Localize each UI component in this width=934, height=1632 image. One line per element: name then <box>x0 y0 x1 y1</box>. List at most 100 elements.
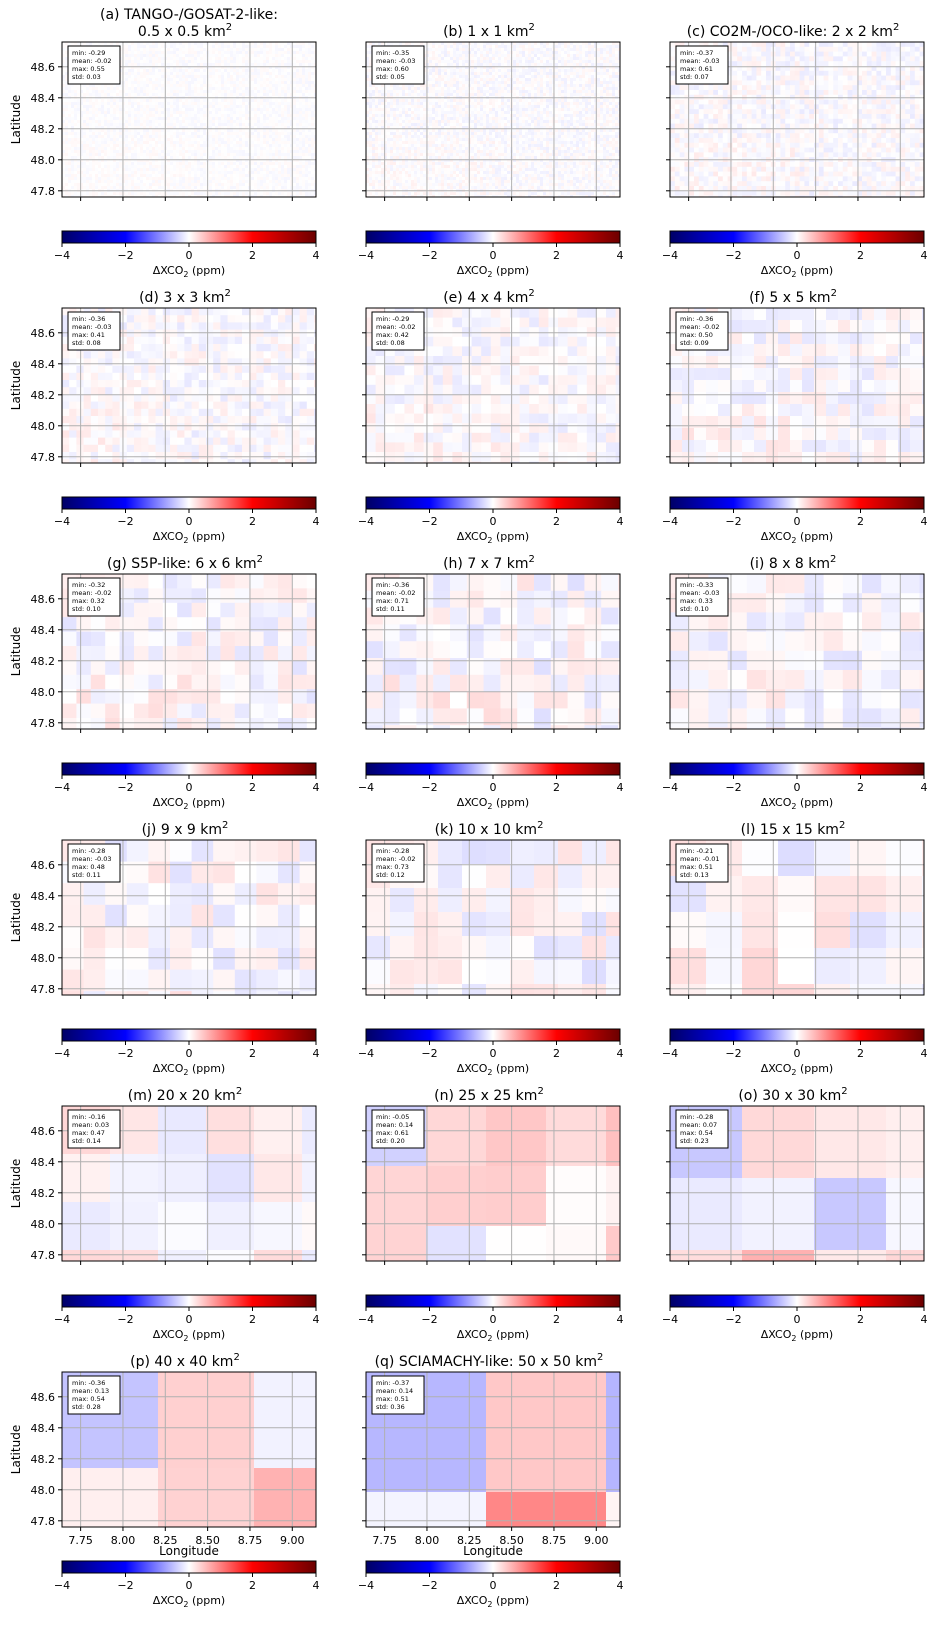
heatmap-cell <box>155 162 159 166</box>
heatmap-cell <box>269 153 273 157</box>
heatmap-cell <box>224 102 228 106</box>
heatmap-cell <box>209 186 213 190</box>
heatmap-cell <box>179 183 183 187</box>
heatmap-cell <box>314 117 316 121</box>
heatmap-cell <box>504 51 508 55</box>
heatmap-cell <box>308 102 312 106</box>
heatmap-cell <box>158 108 162 112</box>
heatmap-cell <box>579 48 583 52</box>
heatmap-cell <box>197 138 201 142</box>
heatmap-cell <box>245 111 249 115</box>
heatmap-cell <box>236 108 240 112</box>
heatmap-cell <box>290 108 294 112</box>
heatmap-cell <box>86 99 90 103</box>
heatmap-cell <box>314 153 316 157</box>
heatmap-cell <box>296 174 300 178</box>
heatmap-cell <box>200 102 204 106</box>
heatmap-cell <box>104 120 108 124</box>
heatmap-cell <box>98 192 102 196</box>
heatmap-cell <box>305 156 309 160</box>
heatmap-cell <box>161 171 165 175</box>
heatmap-cell <box>122 159 126 163</box>
heatmap-cell <box>218 57 222 61</box>
heatmap-cell <box>266 174 270 178</box>
heatmap-cell <box>77 192 81 196</box>
heatmap-cell <box>588 42 592 46</box>
heatmap-cell <box>224 141 228 145</box>
heatmap-cell <box>161 102 165 106</box>
heatmap-cell <box>293 60 297 64</box>
heatmap-cell <box>128 195 132 197</box>
heatmap-cell <box>170 90 174 94</box>
heatmap-cell <box>254 60 258 64</box>
heatmap-cell <box>161 57 165 61</box>
heatmap-cell <box>221 108 225 112</box>
heatmap-cell <box>98 141 102 145</box>
heatmap-cell <box>254 90 258 94</box>
heatmap-cell <box>134 195 138 197</box>
heatmap-cell <box>435 48 439 52</box>
heatmap-cell <box>257 132 261 136</box>
heatmap-cell <box>161 150 165 154</box>
heatmap-cell <box>549 54 553 58</box>
heatmap-cell <box>182 60 186 64</box>
heatmap-cell <box>218 165 222 169</box>
heatmap-cell <box>110 84 114 88</box>
heatmap-cell <box>257 72 261 76</box>
heatmap-cell <box>612 42 616 46</box>
heatmap-cell <box>71 117 75 121</box>
heatmap-cell <box>170 153 174 157</box>
heatmap-cell <box>311 87 315 91</box>
heatmap-cell <box>143 132 147 136</box>
heatmap-cell <box>143 42 147 46</box>
heatmap-cell <box>272 81 276 85</box>
heatmap-cell <box>218 90 222 94</box>
heatmap-cell <box>128 105 132 109</box>
heatmap-cell <box>278 69 282 73</box>
heatmap-cell <box>576 45 580 49</box>
heatmap-cell <box>77 168 81 172</box>
heatmap-cell <box>314 90 316 94</box>
heatmap-cell <box>432 57 436 61</box>
heatmap-cell <box>122 102 126 106</box>
heatmap-cell <box>284 45 288 49</box>
heatmap-cell <box>257 195 261 197</box>
heatmap-cell <box>167 114 171 118</box>
heatmap-cell <box>281 180 285 184</box>
heatmap-cell <box>116 147 120 151</box>
heatmap-cell <box>221 120 225 124</box>
heatmap-cell <box>227 168 231 172</box>
heatmap-cell <box>612 48 616 52</box>
heatmap-cell <box>146 153 150 157</box>
heatmap-cell <box>543 57 547 61</box>
heatmap-cell <box>299 45 303 49</box>
heatmap-cell <box>278 177 282 181</box>
heatmap-cell <box>251 102 255 106</box>
heatmap-cell <box>263 186 267 190</box>
heatmap-cell <box>221 141 225 145</box>
heatmap-cell <box>555 42 559 46</box>
heatmap-cell <box>293 69 297 73</box>
heatmap-cell <box>230 123 234 127</box>
heatmap-cell <box>92 159 96 163</box>
heatmap-cell <box>209 111 213 115</box>
heatmap-cell <box>125 138 129 142</box>
heatmap-cell <box>152 114 156 118</box>
heatmap-cell <box>95 195 99 197</box>
heatmap-cell <box>167 177 171 181</box>
heatmap-cell <box>62 162 66 166</box>
heatmap-cell <box>474 42 478 46</box>
heatmap-cell <box>230 129 234 133</box>
heatmap-cell <box>290 69 294 73</box>
heatmap-cell <box>152 93 156 97</box>
heatmap-cell <box>143 51 147 55</box>
heatmap-cell <box>212 165 216 169</box>
heatmap-cell <box>233 48 237 52</box>
heatmap-cell <box>146 129 150 133</box>
heatmap-cell <box>275 117 279 121</box>
heatmap-cell <box>119 45 123 49</box>
heatmap-cell <box>182 186 186 190</box>
heatmap-cell <box>230 90 234 94</box>
heatmap-cell <box>311 114 315 118</box>
heatmap-cell <box>227 114 231 118</box>
